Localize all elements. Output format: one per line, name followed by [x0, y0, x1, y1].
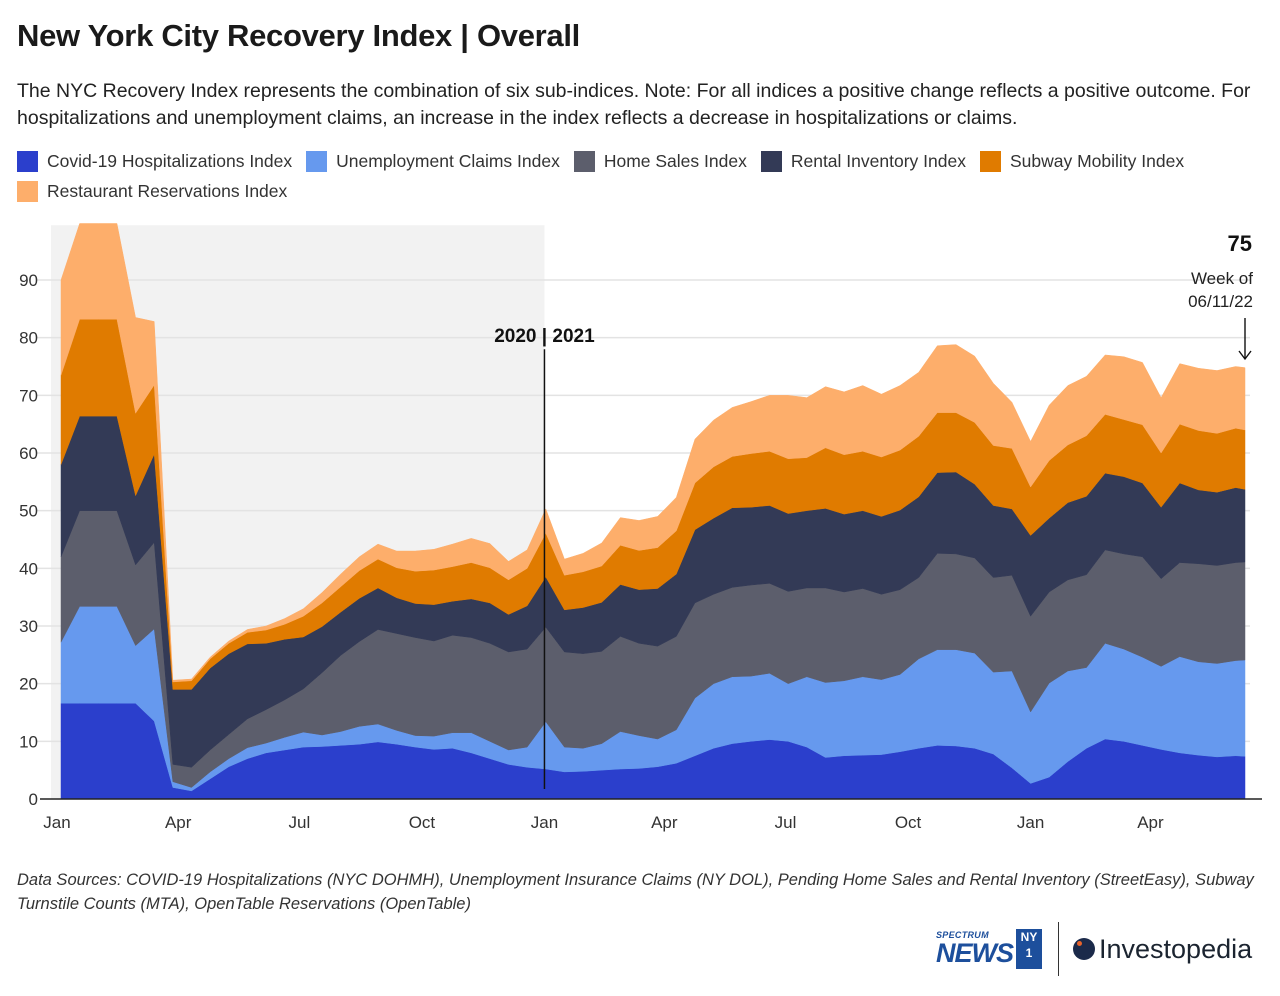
- investopedia-logo: Investopedia: [1073, 934, 1252, 965]
- y-tick-label: 40: [19, 559, 38, 578]
- callout-date-label: Week of: [1191, 269, 1253, 288]
- latest-value-label: 75: [1228, 231, 1252, 256]
- x-tick-label: Apr: [651, 813, 678, 832]
- x-tick-label: Oct: [895, 813, 922, 832]
- legend-item-restaurant: Restaurant Reservations Index: [17, 180, 287, 202]
- legend-item-subway: Subway Mobility Index: [979, 150, 1185, 172]
- news-word: NEWS: [936, 938, 1014, 968]
- legend-label: Rental Inventory Index: [790, 150, 966, 171]
- data-sources: Data Sources: COVID-19 Hospitalizations …: [17, 871, 1254, 913]
- chart-subtitle: The NYC Recovery Index represents the co…: [17, 80, 1251, 129]
- legend-item-rental: Rental Inventory Index: [760, 150, 966, 172]
- legend-swatch: [979, 150, 1001, 172]
- area-restaurant-reservations-index: [60, 223, 1246, 683]
- logo-divider: [1058, 922, 1059, 976]
- legend-swatch: [17, 180, 38, 202]
- investopedia-icon: [1073, 938, 1095, 960]
- x-tick-label: Jan: [43, 813, 70, 832]
- y-tick-label: 0: [29, 790, 38, 809]
- ny1-text: NY: [1020, 930, 1038, 944]
- legend-swatch: [760, 150, 782, 172]
- logos: SPECTRUM NEWS NY 1 Investopedia: [936, 922, 1252, 976]
- x-tick-label: Oct: [409, 813, 436, 832]
- page-title: New York City Recovery Index | Overall: [17, 18, 580, 53]
- x-tick-label: Apr: [1137, 813, 1164, 832]
- legend-swatch: [306, 150, 328, 172]
- y-tick-label: 30: [19, 617, 38, 636]
- ny1-number: 1: [1025, 946, 1033, 960]
- y-tick-label: 50: [19, 502, 38, 521]
- legend-swatch: [573, 150, 595, 172]
- y-tick-label: 70: [19, 386, 38, 405]
- y-tick-label: 60: [19, 444, 38, 463]
- legend-swatch: [17, 150, 38, 172]
- spectrum-news-logo: SPECTRUM NEWS NY 1: [936, 929, 1042, 969]
- y-tick-label: 20: [19, 675, 38, 694]
- legend-item-home-sales: Home Sales Index: [573, 150, 747, 172]
- y-tick-label: 10: [19, 732, 38, 751]
- stacked-area-chart: 0 10 20 30 40 50 60 70 80 90 Jan Apr Jul Oct Jan Apr Jul…: [19, 223, 1262, 832]
- callout-arrow-head: [1238, 350, 1252, 361]
- x-tick-label: Jul: [289, 813, 311, 832]
- x-tick-label: Jul: [775, 813, 797, 832]
- legend-label: Restaurant Reservations Index: [47, 180, 288, 201]
- year-divider-label: 2020 | 2021: [494, 326, 595, 347]
- callout-date-label: 06/11/22: [1188, 292, 1253, 311]
- x-tick-label: Jan: [531, 813, 558, 832]
- x-tick-label: Apr: [165, 813, 192, 832]
- investopedia-word: Investopedia: [1099, 933, 1253, 964]
- legend-label: Covid-19 Hospitalizations Index: [47, 150, 293, 171]
- ny1-badge: NY 1: [1016, 929, 1042, 969]
- legend-label: Unemployment Claims Index: [336, 150, 560, 171]
- legend-item-covid: Covid-19 Hospitalizations Index: [17, 150, 292, 172]
- y-tick-label: 80: [19, 329, 38, 348]
- spectrum-word: SPECTRUM: [936, 930, 989, 940]
- legend-label: Subway Mobility Index: [1009, 150, 1185, 171]
- legend: Covid-19 Hospitalizations Index Unemploy…: [17, 150, 1267, 202]
- legend-label: Home Sales Index: [603, 150, 747, 171]
- x-tick-label: Jan: [1017, 813, 1044, 832]
- legend-item-unemployment: Unemployment Claims Index: [306, 150, 560, 172]
- y-tick-label: 90: [19, 271, 38, 290]
